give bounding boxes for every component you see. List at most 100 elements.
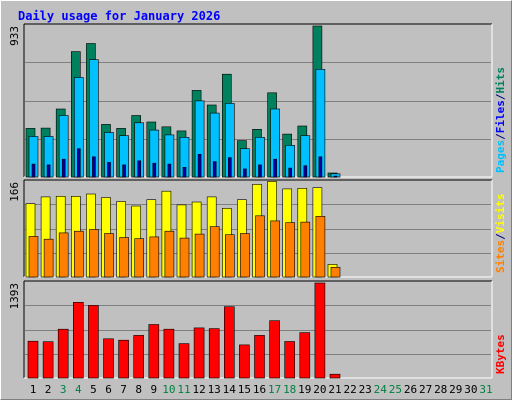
bar-pages-day-11	[182, 167, 187, 178]
bar-kbytes-day-4	[73, 301, 84, 379]
x-tick-label: 7	[120, 383, 127, 396]
legend-bottom: KBytes	[494, 334, 507, 374]
x-tick-label: 31	[479, 383, 492, 396]
bar-sites-day-21	[330, 266, 341, 278]
bar-sites-day-15	[240, 233, 250, 278]
bar-pages-day-6	[107, 162, 111, 178]
x-tick-label: 5	[90, 383, 97, 396]
x-tick-label: 20	[313, 383, 326, 396]
x-tick-label: 10	[162, 383, 175, 396]
bar-pages-day-2	[46, 164, 51, 178]
bar-pages-day-12	[197, 154, 202, 178]
legend-entry: Files	[494, 100, 507, 133]
legend-entry: KBytes	[494, 334, 507, 374]
legend-entry: Visits	[494, 194, 507, 234]
legend-middle: Sites/Visits	[494, 194, 507, 274]
x-tick-label: 15	[238, 383, 251, 396]
legend-entry: /	[494, 133, 507, 140]
bar-kbytes-day-12	[193, 327, 205, 379]
bar-kbytes-day-13	[208, 328, 220, 379]
bar-pages-day-8	[137, 160, 141, 178]
x-tick-label: 24	[374, 383, 388, 396]
bar-pages-day-1	[31, 163, 36, 178]
x-tick-label: 13	[208, 383, 221, 396]
y-max-label-bottom: 1393	[8, 283, 21, 310]
bar-kbytes-day-15	[239, 344, 250, 379]
bar-sites-day-5	[89, 229, 99, 278]
x-tick-label: 29	[449, 383, 462, 396]
x-tick-label: 1	[30, 383, 37, 396]
chart-title: Daily usage for January 2026	[18, 9, 220, 23]
bar-sites-day-20	[315, 216, 326, 278]
bar-pages-day-9	[152, 162, 157, 178]
bar-sites-day-1	[28, 236, 39, 278]
bar-pages-day-7	[122, 164, 126, 178]
legend-entry: Sites	[494, 240, 507, 273]
panel-middle: 166 Sites/Visits	[8, 179, 507, 278]
bar-kbytes-day-14	[224, 306, 235, 379]
bar-sites-day-13	[209, 226, 220, 278]
x-tick-label: 25	[389, 383, 402, 396]
bar-sites-day-14	[225, 234, 235, 278]
x-tick-label: 6	[105, 383, 112, 396]
x-tick-label: 2	[45, 383, 52, 396]
x-tick-label: 17	[268, 383, 281, 396]
bar-kbytes-day-10	[163, 328, 175, 379]
x-tick-label: 11	[177, 383, 190, 396]
legend-top: Pages/Files/Hits	[494, 67, 507, 173]
x-tick-label: 28	[434, 383, 447, 396]
bar-kbytes-day-16	[254, 335, 265, 379]
x-tick-label: 12	[192, 383, 205, 396]
bar-sites-day-19	[300, 221, 311, 278]
x-tick-label: 23	[359, 383, 372, 396]
bar-kbytes-day-2	[42, 341, 54, 379]
bar-pages-day-15	[243, 168, 247, 178]
bar-sites-day-6	[104, 233, 114, 278]
bar-sites-day-9	[149, 236, 160, 278]
bar-kbytes-day-3	[57, 328, 69, 379]
bar-kbytes-day-9	[148, 324, 160, 379]
bar-sites-day-12	[194, 233, 205, 278]
x-tick-label: 4	[75, 383, 82, 396]
bar-pages-day-14	[228, 157, 232, 178]
bar-sites-day-18	[285, 222, 296, 278]
bar-kbytes-day-17	[269, 320, 280, 379]
legend-entry: /	[494, 93, 507, 100]
bar-kbytes-day-6	[103, 338, 114, 379]
bar-kbytes-day-5	[88, 305, 99, 379]
bar-sites-day-8	[134, 238, 144, 278]
bar-pages-day-21	[333, 175, 338, 178]
bar-pages-day-18	[288, 167, 293, 178]
x-tick-label: 18	[283, 383, 296, 396]
legend-entry: /	[494, 233, 507, 240]
bar-kbytes-day-19	[299, 332, 311, 379]
bar-pages-day-3	[61, 158, 66, 178]
x-tick-label: 16	[253, 383, 266, 396]
bar-sites-day-17	[270, 220, 280, 278]
bar-pages-day-17	[273, 158, 277, 178]
legend-entry: Hits	[494, 67, 507, 94]
bar-sites-day-3	[58, 232, 69, 278]
bar-pages-day-4	[77, 148, 81, 178]
bar-pages-day-19	[303, 165, 308, 178]
bar-sites-day-10	[164, 230, 175, 278]
legend-entry: Pages	[494, 140, 507, 173]
bar-pages-day-10	[167, 163, 172, 178]
bar-kbytes-day-20	[314, 282, 326, 379]
bar-pages-day-16	[258, 164, 262, 178]
bar-pages-day-20	[318, 156, 323, 178]
bar-sites-day-7	[119, 237, 129, 278]
bar-kbytes-day-18	[284, 341, 296, 379]
x-tick-label: 21	[328, 383, 341, 396]
x-tick-label: 8	[135, 383, 142, 396]
x-tick-label: 14	[223, 383, 237, 396]
bar-sites-day-2	[43, 238, 54, 278]
x-tick-label: 9	[150, 383, 157, 396]
x-tick-label: 27	[419, 383, 432, 396]
bar-sites-day-4	[74, 230, 84, 278]
x-tick-label: 30	[464, 383, 477, 396]
bar-pages-day-5	[92, 156, 96, 178]
bar-sites-day-16	[255, 215, 265, 278]
bar-kbytes-day-11	[178, 343, 190, 379]
